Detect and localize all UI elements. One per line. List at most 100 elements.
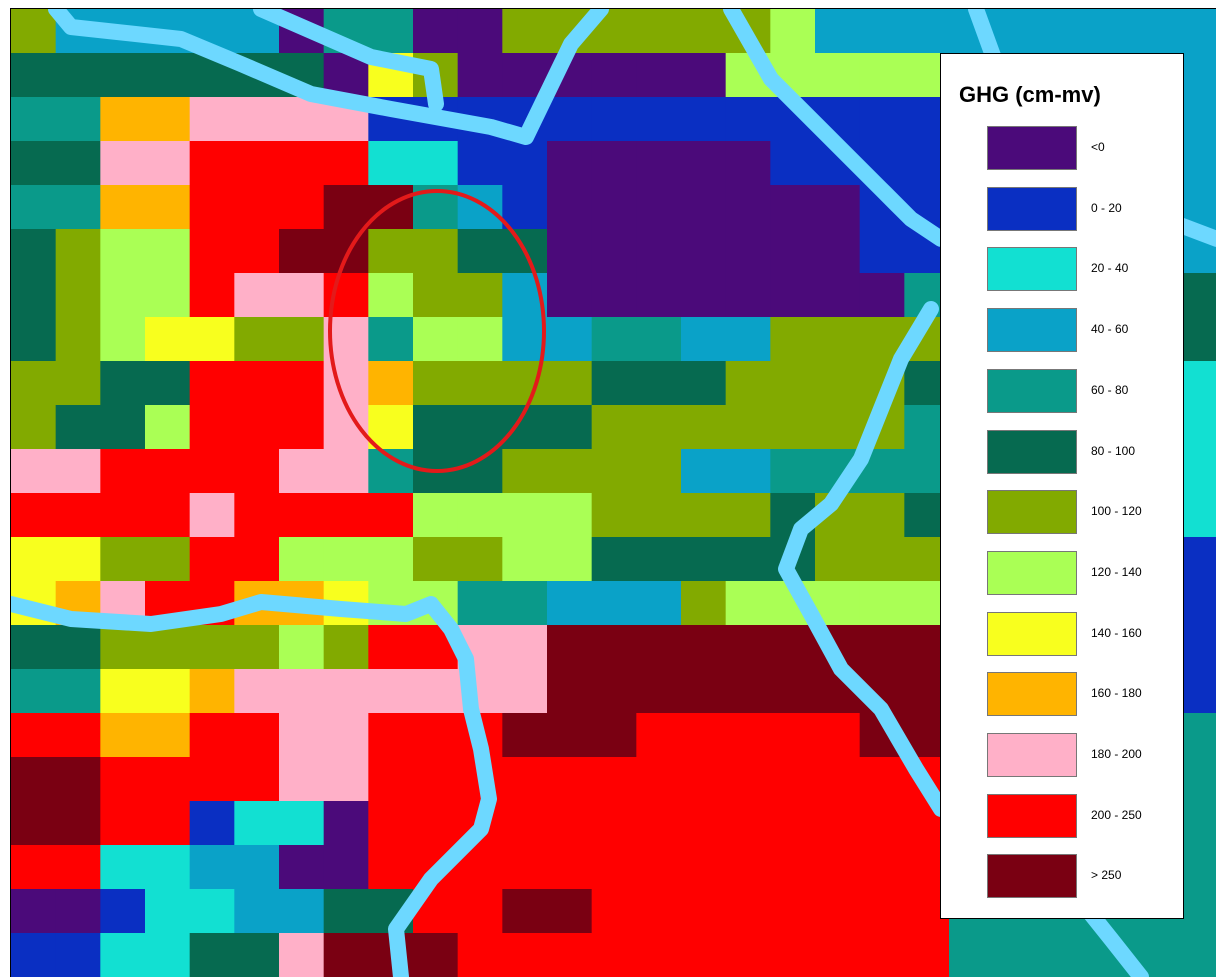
raster-cell xyxy=(547,141,593,186)
raster-cell xyxy=(55,493,101,538)
raster-cell xyxy=(681,273,727,318)
raster-cell xyxy=(636,845,682,890)
raster-cell xyxy=(189,405,235,450)
raster-cell xyxy=(636,581,682,626)
raster-cell xyxy=(145,273,191,318)
raster-cell xyxy=(502,493,548,538)
raster-cell xyxy=(547,229,593,274)
raster-cell xyxy=(725,229,771,274)
raster-cell xyxy=(100,757,146,802)
legend-label: 40 - 60 xyxy=(1091,322,1129,336)
raster-cell xyxy=(681,537,727,582)
legend-item: 200 - 250 xyxy=(987,794,1177,840)
ghg-raster[interactable] xyxy=(11,9,1216,977)
raster-cell xyxy=(55,405,101,450)
raster-cell xyxy=(859,801,905,846)
raster-cell xyxy=(145,185,191,230)
raster-cell xyxy=(770,141,816,186)
raster-cell xyxy=(279,273,325,318)
raster-cell xyxy=(591,537,637,582)
raster-cell xyxy=(279,97,325,142)
raster-cell xyxy=(279,889,325,934)
raster-cell xyxy=(681,801,727,846)
raster-cell xyxy=(234,317,280,362)
legend-item: 100 - 120 xyxy=(987,490,1177,536)
raster-cell xyxy=(11,625,57,670)
raster-cell xyxy=(502,9,548,54)
legend-swatch xyxy=(987,126,1077,170)
raster-cell xyxy=(547,449,593,494)
raster-cell xyxy=(368,9,414,54)
raster-cell xyxy=(413,141,459,186)
raster-cell xyxy=(55,97,101,142)
raster-cell xyxy=(279,845,325,890)
legend-item: 20 - 40 xyxy=(987,247,1177,293)
raster-cell xyxy=(279,185,325,230)
legend-swatch xyxy=(987,430,1077,474)
raster-cell xyxy=(234,185,280,230)
raster-cell xyxy=(725,581,771,626)
raster-cell xyxy=(636,9,682,54)
raster-cell xyxy=(681,669,727,714)
raster-cell xyxy=(859,273,905,318)
raster-cell xyxy=(234,449,280,494)
raster-cell xyxy=(279,449,325,494)
raster-cell xyxy=(55,449,101,494)
raster-cell xyxy=(11,9,57,54)
raster-cell xyxy=(770,625,816,670)
raster-cell xyxy=(11,449,57,494)
waterway-line xyxy=(11,594,497,977)
raster-cell xyxy=(1172,9,1216,54)
raster-cell xyxy=(725,625,771,670)
raster-cell xyxy=(323,229,369,274)
raster-cell xyxy=(770,273,816,318)
raster-cell xyxy=(11,229,57,274)
raster-cell xyxy=(100,53,146,98)
raster-cell xyxy=(55,713,101,758)
raster-cell xyxy=(681,757,727,802)
raster-cell xyxy=(457,933,503,977)
raster-cell xyxy=(55,933,101,977)
raster-cell xyxy=(145,669,191,714)
raster-cell xyxy=(1127,9,1173,54)
raster-cell xyxy=(815,889,861,934)
raster-cell xyxy=(591,713,637,758)
raster-cell xyxy=(547,273,593,318)
raster-cell xyxy=(859,53,905,98)
raster-cell xyxy=(323,493,369,538)
legend-label: 180 - 200 xyxy=(1091,747,1142,761)
raster-cell xyxy=(11,317,57,362)
raster-cell xyxy=(234,889,280,934)
raster-cell xyxy=(279,933,325,977)
legend-swatch xyxy=(987,733,1077,777)
raster-cell xyxy=(591,185,637,230)
ghg-map[interactable] xyxy=(10,8,1216,977)
raster-cell xyxy=(279,669,325,714)
raster-cell xyxy=(413,801,459,846)
raster-cell xyxy=(502,141,548,186)
raster-cell xyxy=(368,845,414,890)
raster-cell xyxy=(145,889,191,934)
raster-cell xyxy=(681,97,727,142)
raster-cell xyxy=(681,845,727,890)
raster-cell xyxy=(725,449,771,494)
raster-cell xyxy=(547,713,593,758)
raster-cell xyxy=(189,97,235,142)
raster-cell xyxy=(681,185,727,230)
waterway-line xyxy=(48,9,609,145)
raster-cell xyxy=(100,493,146,538)
raster-cell xyxy=(636,361,682,406)
raster-cell xyxy=(859,757,905,802)
raster-cell xyxy=(681,493,727,538)
legend-item: 40 - 60 xyxy=(987,308,1177,354)
raster-cell xyxy=(11,537,57,582)
legend-label: 0 - 20 xyxy=(1091,201,1122,215)
raster-cell xyxy=(770,669,816,714)
raster-cell xyxy=(681,141,727,186)
raster-cell xyxy=(591,845,637,890)
raster-cell xyxy=(189,185,235,230)
raster-cell xyxy=(591,801,637,846)
raster-cell xyxy=(547,757,593,802)
raster-cell xyxy=(547,581,593,626)
raster-cell xyxy=(55,845,101,890)
